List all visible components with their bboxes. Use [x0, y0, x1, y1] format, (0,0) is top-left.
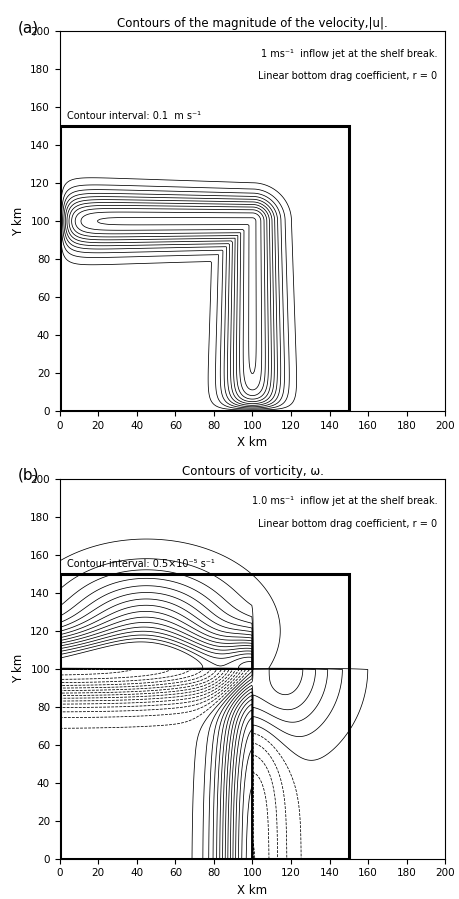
Text: Contour interval: 0.1  m s⁻¹: Contour interval: 0.1 m s⁻¹ [67, 111, 202, 121]
Y-axis label: Y km: Y km [11, 207, 25, 236]
Bar [60, 127, 349, 411]
Text: (a): (a) [17, 20, 39, 35]
Title: Contours of the magnitude of the velocity,|u|.: Contours of the magnitude of the velocit… [117, 17, 388, 31]
X-axis label: X km: X km [237, 436, 268, 450]
Title: Contours of vorticity, ω.: Contours of vorticity, ω. [181, 465, 324, 478]
Y-axis label: Y km: Y km [11, 654, 25, 683]
Text: 1 ms⁻¹  inflow jet at the shelf break.: 1 ms⁻¹ inflow jet at the shelf break. [261, 49, 437, 58]
Text: Linear bottom drag coefficient, r = 0: Linear bottom drag coefficient, r = 0 [258, 71, 437, 81]
Bar [60, 574, 349, 859]
Text: Contour interval: 0.5×10⁻⁵ s⁻¹: Contour interval: 0.5×10⁻⁵ s⁻¹ [67, 559, 215, 569]
X-axis label: X km: X km [237, 884, 268, 897]
Text: Linear bottom drag coefficient, r = 0: Linear bottom drag coefficient, r = 0 [258, 519, 437, 529]
Text: 1.0 ms⁻¹  inflow jet at the shelf break.: 1.0 ms⁻¹ inflow jet at the shelf break. [252, 496, 437, 506]
Text: (b): (b) [17, 467, 39, 483]
